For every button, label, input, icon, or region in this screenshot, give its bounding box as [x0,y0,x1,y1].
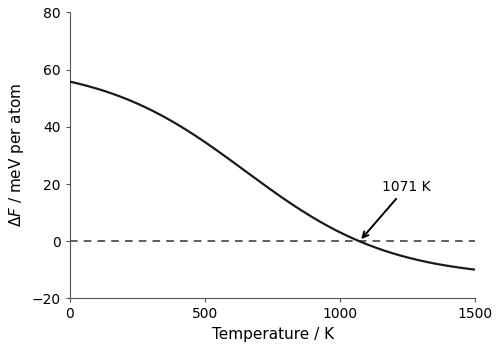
Y-axis label: $\Delta F$ / meV per atom: $\Delta F$ / meV per atom [7,83,26,228]
X-axis label: Temperature / K: Temperature / K [212,327,334,342]
Text: 1071 K: 1071 K [362,180,431,238]
